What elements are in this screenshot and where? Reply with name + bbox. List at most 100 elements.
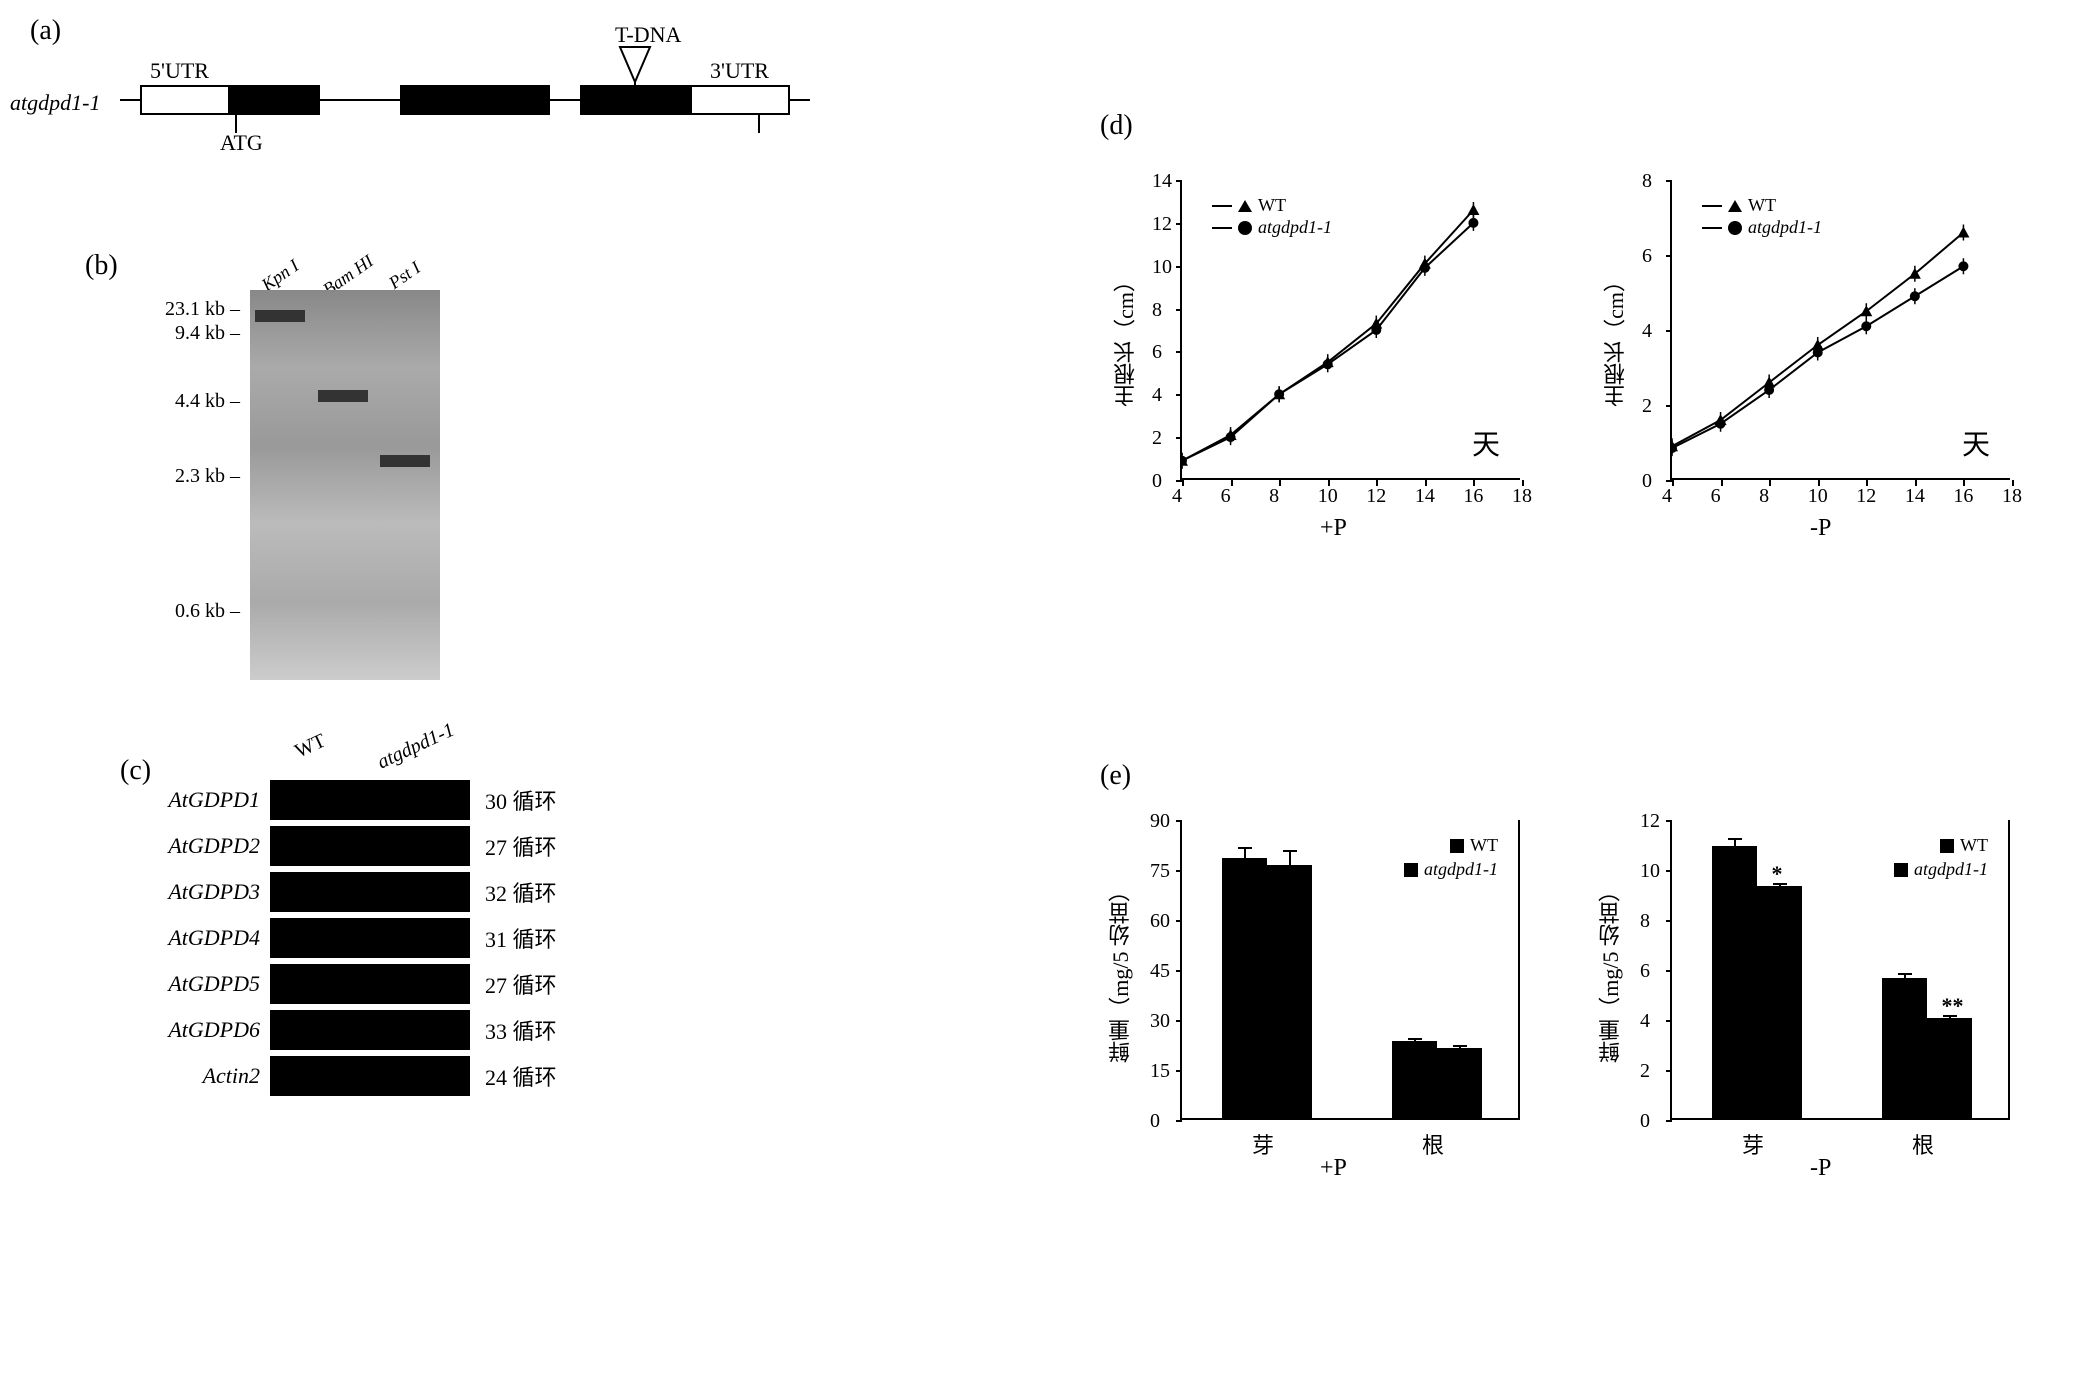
enzyme-pst: Pst I — [385, 257, 424, 293]
blot-band-3 — [380, 455, 430, 467]
y-tick-label: 60 — [1150, 910, 1170, 933]
legend-item: atgdpd1-1 — [1894, 859, 1988, 880]
size-marker-label: 0.6 kb – — [130, 600, 240, 623]
line-chart-plusp: 主根长（cm） 天 024681012144681012141618WTatgd… — [1120, 170, 1540, 530]
gene-name-label: atgdpd1-1 — [10, 90, 100, 116]
rtpcr-gene-label: Actin2 — [130, 1063, 270, 1089]
rtpcr-row: Actin2 24 循环 — [130, 1056, 557, 1096]
legend-item: WT — [1940, 835, 1988, 856]
bar — [1882, 978, 1927, 1118]
legend-item: atgdpd1-1 — [1212, 217, 1332, 238]
blot-band-1 — [255, 310, 305, 322]
y-tick-label: 75 — [1150, 860, 1170, 883]
y-tick-label: 45 — [1150, 960, 1170, 983]
x-tick-label: 4 — [1662, 485, 1672, 508]
bar — [1712, 846, 1757, 1119]
gene-line-trail — [790, 99, 810, 101]
exon2 — [400, 85, 550, 115]
rtpcr-gel-band — [270, 964, 470, 1004]
utr5-box — [140, 85, 230, 115]
x-tick-label: 16 — [1953, 485, 1973, 508]
size-marker-label: 2.3 kb – — [130, 465, 240, 488]
gene-line-lead — [120, 99, 140, 101]
rtpcr-cycle-label: 33 循环 — [470, 1014, 557, 1046]
barchart1-xlabel: +P — [1320, 1155, 1347, 1182]
bar — [1757, 886, 1802, 1119]
rtpcr-gel-band — [270, 780, 470, 820]
legend-item: atgdpd1-1 — [1702, 217, 1822, 238]
category-label: 根 — [1912, 1128, 1934, 1160]
bar-chart-minusp: 鲜重（mg/5 幼苗） 024681012***芽根WTatgdpd1-1 -P — [1610, 810, 2030, 1170]
category-label: 芽 — [1252, 1128, 1274, 1160]
category-label: 根 — [1422, 1128, 1444, 1160]
bar — [1927, 1018, 1972, 1118]
x-tick-label: 4 — [1172, 485, 1182, 508]
rtpcr-row: AtGDPD5 27 循环 — [130, 964, 557, 1004]
y-tick-label: 2 — [1640, 1060, 1650, 1083]
x-tick-label: 8 — [1269, 485, 1279, 508]
y-tick-label: 6 — [1642, 245, 1652, 268]
y-tick-label: 12 — [1640, 810, 1660, 833]
southern-blot: Kpn I Bam HI Pst I 23.1 kb –9.4 kb –4.4 … — [130, 250, 450, 690]
rtpcr-header-mut: atgdpd1-1 — [374, 719, 458, 775]
rtpcr-cycle-label: 27 循环 — [470, 968, 557, 1000]
rtpcr-cycle-label: 24 循环 — [470, 1060, 557, 1092]
y-tick-label: 10 — [1152, 256, 1172, 279]
y-tick-label: 4 — [1642, 320, 1652, 343]
rtpcr-cycle-label: 27 循环 — [470, 830, 557, 862]
y-tick-label: 0 — [1152, 470, 1162, 493]
x-tick-label: 12 — [1366, 485, 1386, 508]
rtpcr-row: AtGDPD227 循环 — [130, 826, 557, 866]
legend-item: WT — [1450, 835, 1498, 856]
utr5-label: 5'UTR — [150, 58, 209, 84]
intron2 — [550, 99, 580, 101]
y-tick-label: 30 — [1150, 1010, 1170, 1033]
rtpcr-panel: WT atgdpd1-1 AtGDPD130 循环AtGDPD227 循环AtG… — [130, 750, 557, 1102]
rtpcr-gel-band — [270, 826, 470, 866]
bar — [1437, 1048, 1482, 1118]
rtpcr-gel-band — [270, 918, 470, 958]
rtpcr-gene-label: AtGDPD4 — [130, 925, 270, 951]
x-tick-label: 6 — [1221, 485, 1231, 508]
bar-chart-plusp: 鲜重（mg/5 幼苗） 0153045607590芽根WTatgdpd1-1 +… — [1120, 810, 1540, 1170]
y-tick-label: 6 — [1640, 960, 1650, 983]
x-tick-label: 14 — [1905, 485, 1925, 508]
size-marker-label: 9.4 kb – — [130, 322, 240, 345]
rtpcr-cycle-label: 32 循环 — [470, 876, 557, 908]
intron1 — [320, 99, 400, 101]
blot-band-2 — [318, 390, 368, 402]
rtpcr-gene-label: AtGDPD1 — [130, 787, 270, 813]
y-tick-label: 8 — [1152, 299, 1162, 322]
rtpcr-gel-band — [270, 872, 470, 912]
significance-marker: * — [1772, 861, 1783, 887]
rtpcr-gel-band — [270, 1056, 470, 1096]
x-tick-label: 12 — [1856, 485, 1876, 508]
y-tick-label: 14 — [1152, 170, 1172, 193]
y-tick-label: 15 — [1150, 1060, 1170, 1083]
panel-d-label: (d) — [1100, 110, 1133, 142]
atg-label: ATG — [220, 130, 263, 156]
panel-a-label: (a) — [30, 15, 61, 47]
significance-marker: ** — [1942, 993, 1964, 1019]
y-tick-label: 2 — [1152, 427, 1162, 450]
rtpcr-gene-label: AtGDPD5 — [130, 971, 270, 997]
y-tick-label: 0 — [1642, 470, 1652, 493]
rtpcr-row: AtGDPD6 33 循环 — [130, 1010, 557, 1050]
x-tick-label: 18 — [2002, 485, 2022, 508]
legend-item: WT — [1702, 195, 1776, 216]
blot-gel-image — [250, 290, 440, 680]
rtpcr-gel-band — [270, 1010, 470, 1050]
chart2-xlabel: -P — [1810, 515, 1831, 542]
rtpcr-gene-label: AtGDPD6 — [130, 1017, 270, 1043]
y-tick-label: 8 — [1642, 170, 1652, 193]
barchart1-ylabel: 鲜重（mg/5 幼苗） — [1105, 880, 1137, 1063]
x-tick-label: 6 — [1711, 485, 1721, 508]
size-marker-label: 23.1 kb – — [130, 298, 240, 321]
y-tick-label: 6 — [1152, 341, 1162, 364]
y-tick-label: 0 — [1150, 1110, 1160, 1133]
rtpcr-header-wt: WT — [292, 730, 330, 764]
x-tick-label: 8 — [1759, 485, 1769, 508]
bar — [1222, 858, 1267, 1118]
chart2-area: 天 024684681012141618WTatgdpd1-1 — [1670, 180, 2010, 480]
chart2-ylabel: 主根长（cm） — [1600, 270, 1632, 407]
